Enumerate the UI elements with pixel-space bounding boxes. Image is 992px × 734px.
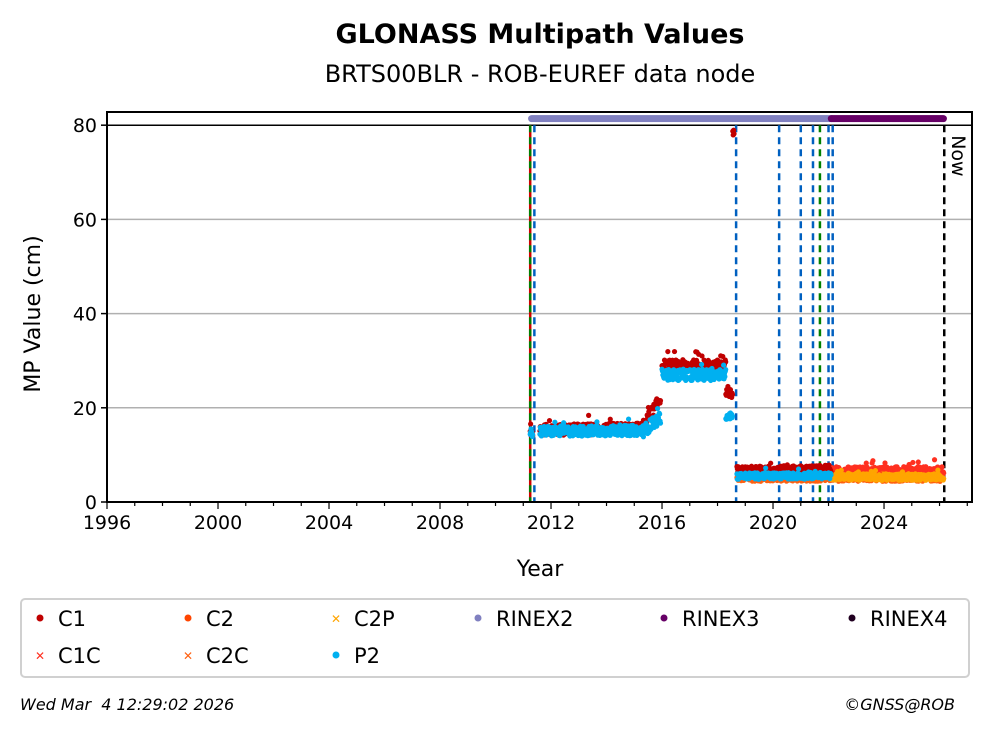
now-label: Now <box>947 135 969 176</box>
data-point-c1c <box>915 459 921 465</box>
data-point-c1 <box>665 348 671 355</box>
data-point-c1c <box>882 460 888 466</box>
y-tick-label: 20 <box>73 398 97 420</box>
data-point-c1 <box>729 392 736 398</box>
credit: ©GNSS@ROB <box>844 695 955 714</box>
data-point-p2 <box>625 416 632 422</box>
legend-box <box>20 598 970 678</box>
data-point-p2 <box>657 411 663 417</box>
y-tick-label: 0 <box>85 492 97 514</box>
legend-label: P2 <box>354 644 380 668</box>
data-point-c2p <box>935 467 941 473</box>
legend-marker-dot-icon <box>848 614 856 622</box>
legend-marker-dot-icon <box>184 614 192 622</box>
data-point-p2 <box>530 432 536 438</box>
data-point-p2 <box>552 419 558 425</box>
legend-marker-x-icon: ✕ <box>183 649 193 663</box>
legend-label: RINEX3 <box>682 607 760 631</box>
timestamp: Wed Mar 4 12:29:02 2026 <box>20 695 234 714</box>
data-point-c1 <box>699 353 705 359</box>
data-point-c1c <box>863 460 869 466</box>
data-point-c1c <box>939 464 945 470</box>
legend-marker-x-icon: ✕ <box>35 649 45 663</box>
data-point-c1 <box>706 358 712 364</box>
legend-marker-dot-icon <box>332 651 340 659</box>
x-tick-label: 2020 <box>749 512 797 534</box>
chart-subtitle: BRTS00BLR - ROB-EUREF data node <box>325 60 756 88</box>
legend-marker-dot-icon <box>660 614 668 622</box>
data-point-c2p <box>899 469 906 475</box>
data-point-c1c <box>931 457 938 463</box>
x-tick-label: 2024 <box>860 512 908 534</box>
legend-label: C1 <box>58 607 86 631</box>
x-tick-label: 2008 <box>416 512 464 534</box>
data-point-c1 <box>546 417 553 424</box>
legend-marker-dot-icon <box>474 614 482 622</box>
legend-label: RINEX4 <box>870 607 948 631</box>
data-point-c2p <box>838 467 844 473</box>
data-point-p2 <box>698 361 705 368</box>
y-axis-label: MP Value (cm) <box>21 235 46 392</box>
data-point-c1c <box>941 470 947 476</box>
x-tick-label: 2000 <box>194 512 242 534</box>
y-tick-label: 40 <box>73 304 97 326</box>
data-point-c2p <box>872 467 879 474</box>
data-point-c1 <box>646 409 652 415</box>
data-point-c1c <box>910 459 916 466</box>
data-point-c2p <box>855 469 861 475</box>
x-axis-label: Year <box>516 557 565 582</box>
data-point-p2 <box>580 423 586 430</box>
legend-label: RINEX2 <box>496 607 574 631</box>
x-tick-label: 2016 <box>638 512 686 534</box>
x-tick-label: 2004 <box>305 512 353 534</box>
data-point-p2 <box>795 466 802 472</box>
data-point-c1 <box>657 398 664 404</box>
data-point-p2 <box>657 420 664 426</box>
legend-marker-dot-icon <box>36 614 44 622</box>
data-point-p2 <box>763 465 769 471</box>
data-point-c1 <box>607 416 613 422</box>
data-point-p2 <box>709 365 715 372</box>
y-tick-label: 80 <box>73 115 97 137</box>
data-point-p2 <box>721 362 727 368</box>
data-point-c1 <box>671 348 678 355</box>
legend-label: C2C <box>206 644 249 668</box>
x-tick-label: 1996 <box>83 512 131 534</box>
plot-frame <box>106 111 973 503</box>
data-point-p2 <box>828 472 834 478</box>
data-point-c1 <box>586 412 592 418</box>
data-point-c1 <box>528 421 534 427</box>
data-point-c1 <box>731 131 737 137</box>
data-point-rinex3 <box>939 115 947 123</box>
data-point-p2 <box>723 366 729 373</box>
legend-label: C2P <box>354 607 395 631</box>
x-tick-label: 2012 <box>527 512 575 534</box>
legend-label: C2 <box>206 607 234 631</box>
legend-label: C1C <box>58 644 101 668</box>
data-point-c1 <box>768 460 774 466</box>
data-point-p2 <box>654 405 661 412</box>
legend-marker-x-icon: ✕ <box>331 612 341 626</box>
data-point-p2 <box>722 374 728 380</box>
data-point-c1c <box>870 458 876 464</box>
chart-title: GLONASS Multipath Values <box>335 19 744 50</box>
y-tick-label: 60 <box>73 209 97 231</box>
data-point-p2 <box>594 419 600 425</box>
data-point-p2 <box>729 413 736 419</box>
data-point-c2p <box>941 475 947 482</box>
